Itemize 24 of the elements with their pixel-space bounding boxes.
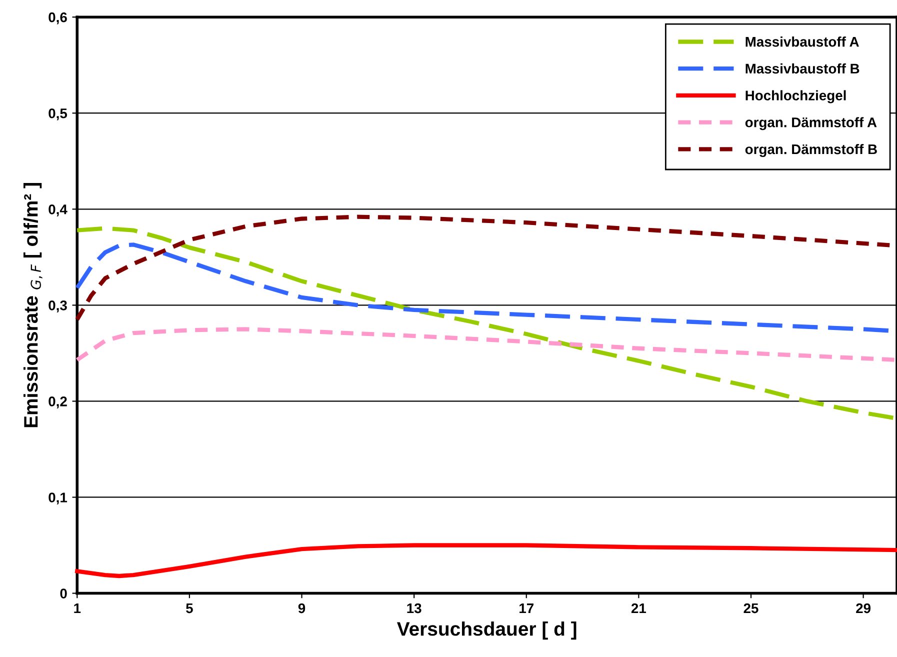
x-tick-label: 9 xyxy=(298,603,306,614)
y-axis-title: Emissionsrate $_{G,F}$ [ olf/m² ] xyxy=(24,183,42,428)
y-tick-label: 0,1 xyxy=(48,492,68,504)
x-tick-label: 1 xyxy=(74,604,81,614)
x-tick-label: 17 xyxy=(520,604,534,614)
y-tick-label: 0,3 xyxy=(48,300,67,312)
legend-label: Massivbaustoff A xyxy=(746,36,859,47)
x-tick-label: 5 xyxy=(186,604,193,614)
x-tick-label: 21 xyxy=(631,603,646,614)
legend-label: organ. Dämmstoff A xyxy=(745,117,877,130)
x-tick-label: 29 xyxy=(856,603,871,614)
legend-label: Massivbaustoff B xyxy=(746,63,860,74)
x-tick-label: 13 xyxy=(407,603,422,614)
y-tick-label: 0,2 xyxy=(48,396,67,408)
x-tick-label: 25 xyxy=(744,603,758,614)
y-tick-label: 0,6 xyxy=(48,12,67,24)
x-axis-title: Versuchsdauer [ d ] xyxy=(396,621,576,640)
legend-label: organ. Dämmstoff B xyxy=(745,144,877,157)
y-tick-label: 0,5 xyxy=(48,108,68,120)
y-tick-label: 0 xyxy=(60,588,67,598)
line-series xyxy=(75,327,897,362)
legend-label: Hochlochziegel xyxy=(746,90,846,104)
line-series xyxy=(75,543,897,578)
y-tick-label: 0,4 xyxy=(48,204,68,216)
